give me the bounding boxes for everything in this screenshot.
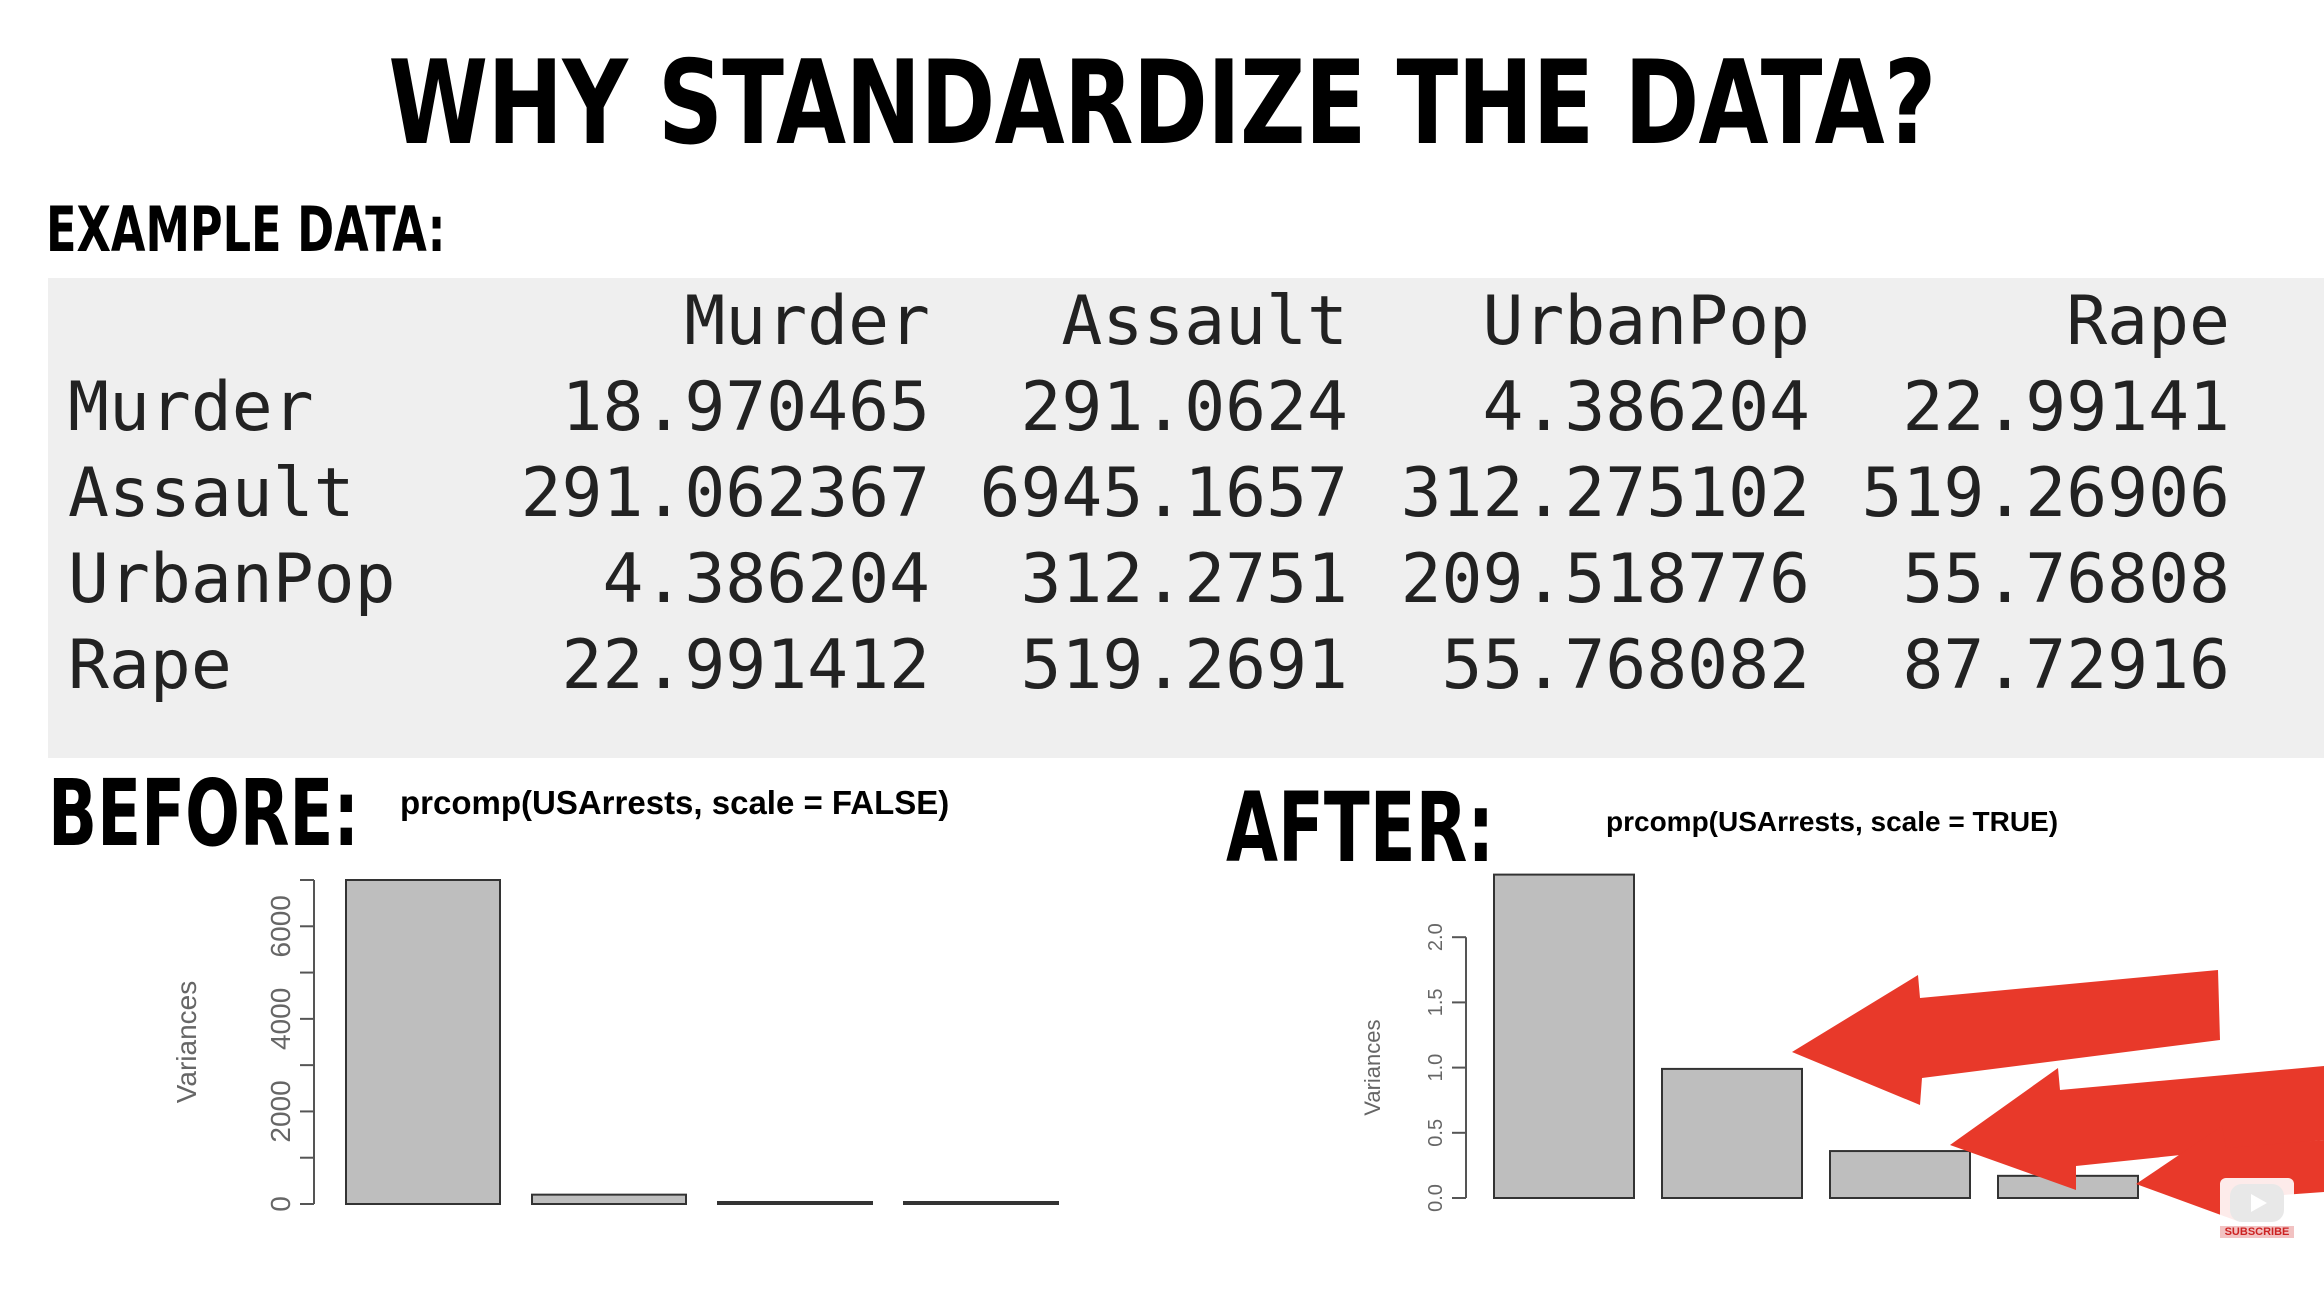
after-label: AFTER: <box>1226 772 1495 884</box>
variance-bar <box>1661 1067 1803 1199</box>
matrix-cell: 22.99141 <box>1902 367 2230 447</box>
matrix-header-row: Murder Assault UrbanPop Rape <box>48 278 2230 364</box>
y-tick-label: 1.0 <box>1425 1054 1447 1082</box>
y-tick-label: 2000 <box>265 1080 296 1142</box>
covariance-matrix: Murder Assault UrbanPop Rape Murder 18.9… <box>48 278 2230 708</box>
youtube-play-icon <box>2230 1184 2284 1222</box>
matrix-col-header: Rape <box>2066 281 2230 361</box>
example-data-label: EXAMPLE DATA: <box>46 193 446 266</box>
before-variance-chart: 0 2000 4000 6000 Variances <box>171 879 1059 1212</box>
matrix-cell: 519.26906 <box>1861 453 2230 533</box>
after-variance-chart: 0.0 0.5 1.0 1.5 2.0 Variances <box>1360 873 2139 1212</box>
variance-bar <box>1493 873 1635 1199</box>
matrix-corner <box>48 278 428 364</box>
subscribe-label: SUBSCRIBE <box>2220 1226 2294 1238</box>
matrix-cell: 4.386204 <box>602 539 930 619</box>
matrix-cell: 6945.1657 <box>979 453 1348 533</box>
matrix-cell: 209.518776 <box>1400 539 1810 619</box>
variance-bar <box>531 1193 687 1206</box>
slide-title: WHY STANDARDIZE THE DATA? <box>388 36 1936 171</box>
variance-bar <box>345 879 501 1205</box>
matrix-cell: 55.768082 <box>1441 625 1810 705</box>
y-axis-label: Variances <box>171 981 202 1103</box>
matrix-cell: 519.2691 <box>1020 625 1348 705</box>
matrix-row: Murder 18.970465 291.0624 4.386204 22.99… <box>48 364 2230 450</box>
matrix-col-header: Assault <box>1061 281 1348 361</box>
matrix-cell: 55.76808 <box>1902 539 2230 619</box>
y-tick-label: 2.0 <box>1425 923 1447 951</box>
y-axis-label: Variances <box>1360 1019 1385 1115</box>
y-tick-label: 0 <box>265 1196 296 1212</box>
matrix-cell: 312.2751 <box>1020 539 1348 619</box>
variance-bar <box>717 1201 873 1205</box>
matrix-row-name: Assault <box>68 453 355 533</box>
matrix-cell: 291.062367 <box>520 453 930 533</box>
matrix-row-name: Rape <box>68 625 232 705</box>
variance-bar <box>1997 1174 2139 1199</box>
y-tick-label: 4000 <box>265 988 296 1050</box>
subscribe-button[interactable]: SUBSCRIBE <box>2220 1178 2294 1248</box>
y-tick-label: 6000 <box>265 895 296 957</box>
matrix-cell: 4.386204 <box>1482 367 1810 447</box>
matrix-row-name: UrbanPop <box>68 539 396 619</box>
matrix-cell: 312.275102 <box>1400 453 1810 533</box>
matrix-row: Assault 291.062367 6945.1657 312.275102 … <box>48 450 2230 536</box>
matrix-row: UrbanPop 4.386204 312.2751 209.518776 55… <box>48 536 2230 622</box>
chart-before-title: prcomp(USArrests, scale = FALSE) <box>400 784 950 821</box>
matrix-row: Rape 22.991412 519.2691 55.768082 87.729… <box>48 622 2230 708</box>
matrix-row-name: Murder <box>68 367 314 447</box>
y-tick-label: 0.5 <box>1425 1119 1447 1147</box>
matrix-cell: 18.970465 <box>561 367 930 447</box>
variance-bar <box>1829 1150 1971 1199</box>
matrix-cell: 291.0624 <box>1020 367 1348 447</box>
variance-bar <box>903 1201 1059 1205</box>
matrix-cell: 87.72916 <box>1902 625 2230 705</box>
y-tick-label: 1.5 <box>1425 988 1447 1016</box>
matrix-col-header: UrbanPop <box>1482 281 1810 361</box>
chart-after-title: prcomp(USArrests, scale = TRUE) <box>1606 806 2059 837</box>
matrix-col-header: Murder <box>684 281 930 361</box>
y-tick-label: 0.0 <box>1425 1184 1447 1212</box>
matrix-cell: 22.991412 <box>561 625 930 705</box>
covariance-matrix-panel: Murder Assault UrbanPop Rape Murder 18.9… <box>48 278 2324 758</box>
before-label: BEFORE: <box>48 760 360 867</box>
